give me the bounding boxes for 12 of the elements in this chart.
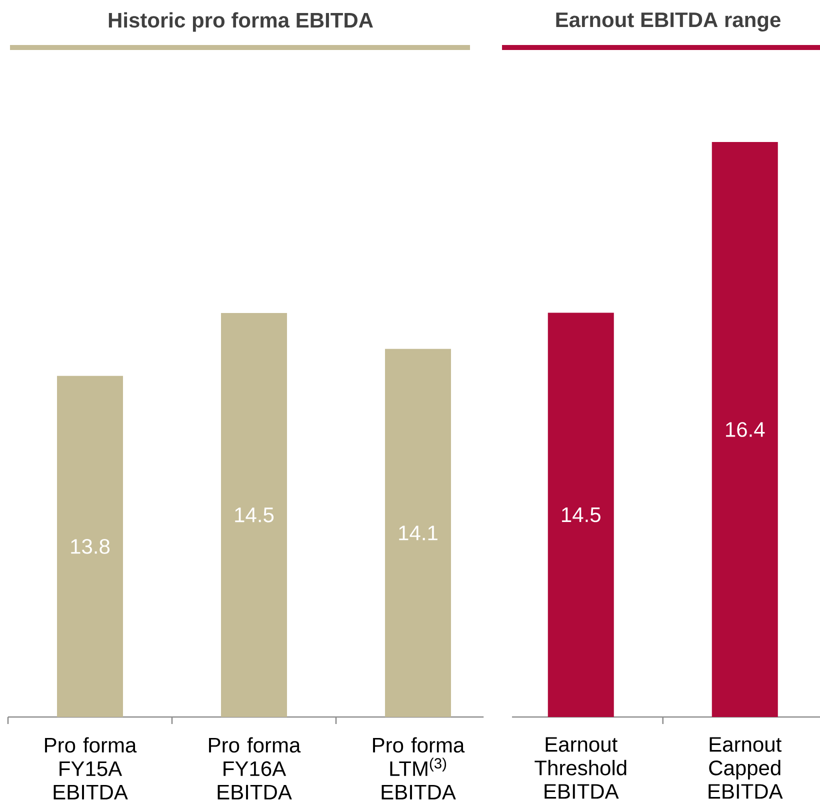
- x-tick-label: Earnout Capped EBITDA: [708, 737, 783, 799]
- chart-title: Earnout EBITDA range: [556, 12, 780, 32]
- x-tick-label: Pro forma FY16A EBITDA: [209, 737, 301, 800]
- data-label: 16.4: [726, 422, 765, 437]
- x-tick-label: Pro forma LTM$^{(3)}$ EBITDA: [373, 737, 465, 800]
- x-tick-label: Earnout Threshold EBITDA: [534, 737, 626, 799]
- data-label: 14.1: [399, 526, 438, 540]
- data-label: 14.5: [235, 508, 274, 522]
- data-label: 14.5: [562, 508, 600, 522]
- data-label: 13.8: [71, 538, 110, 554]
- x-tick-label: Pro forma FY15A EBITDA: [45, 737, 137, 800]
- chart-title: Historic pro forma EBITDA: [108, 12, 373, 32]
